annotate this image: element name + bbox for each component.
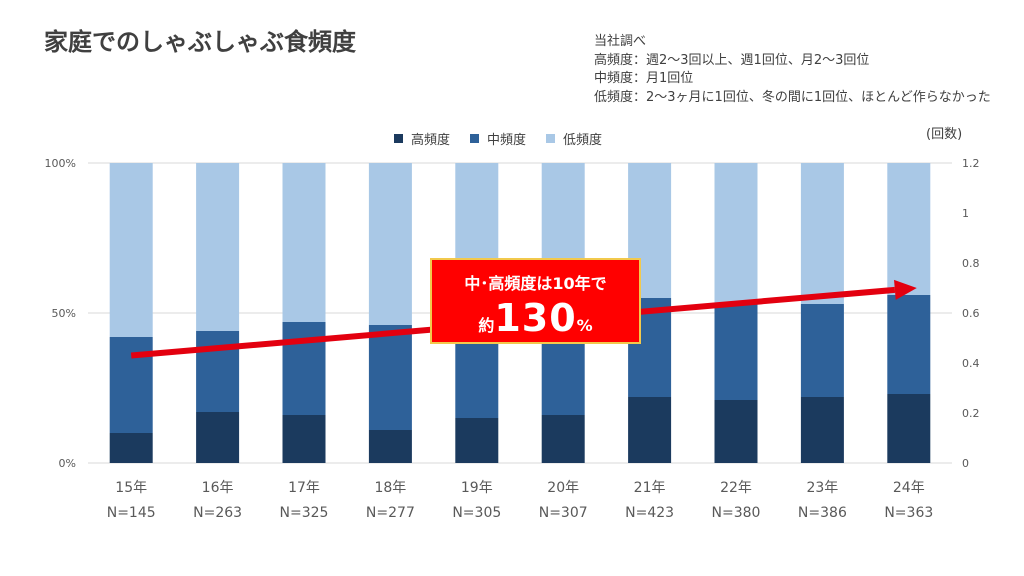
legend-swatch-high <box>394 134 403 143</box>
bar-segment-high <box>455 418 499 463</box>
bar-segment-high <box>282 415 326 463</box>
callout-suffix: % <box>576 316 593 335</box>
bar-segment-low <box>714 163 758 304</box>
bar-segment-high <box>196 412 240 463</box>
x-tick-label: 24年 <box>893 480 925 496</box>
survey-notes: 当社調べ 高頻度：週2～3回以上、週1回位、月2～3回位 中頻度：月1回位 低頻… <box>594 33 991 107</box>
bar-segment-mid <box>196 331 240 412</box>
y-left-tick-label: 100% <box>45 157 76 170</box>
legend-label-high: 高頻度 <box>411 133 451 148</box>
callout-line1: 中･高頻度は10年で <box>464 274 607 293</box>
y-right-tick-label: 0 <box>962 457 969 470</box>
bar-segment-high <box>628 397 672 463</box>
y-right-tick-label: 0.2 <box>962 407 980 420</box>
sample-size-label: N=423 <box>625 505 674 521</box>
bar-segment-low <box>282 163 326 322</box>
x-tick-label: 16年 <box>202 480 234 496</box>
bar-segment-low <box>109 163 153 337</box>
callout-number: 130 <box>494 296 577 340</box>
right-axis-unit: (回数) <box>926 127 963 142</box>
legend: 高頻度 中頻度 低頻度 <box>394 129 602 148</box>
callout-prefix: 約 <box>478 316 495 335</box>
x-tick-label: 18年 <box>374 480 406 496</box>
bar-segment-low <box>800 163 844 304</box>
sample-size-label: N=307 <box>539 505 588 521</box>
bar-segment-mid <box>368 325 412 430</box>
legend-label-mid: 中頻度 <box>487 133 527 148</box>
x-tick-label: 23年 <box>806 480 838 496</box>
sample-size-label: N=305 <box>452 505 501 521</box>
sample-size-label: N=145 <box>107 505 156 521</box>
bar-segment-high <box>887 394 931 463</box>
legend-swatch-mid <box>470 134 480 143</box>
bar-segment-high <box>714 400 758 463</box>
x-tick-label: 15年 <box>115 480 147 496</box>
x-tick-label: 21年 <box>634 480 666 496</box>
bar-segment-high <box>800 397 844 463</box>
bar-segment-high <box>109 433 153 463</box>
bar-segment-low <box>887 163 931 295</box>
y-left-tick-label: 50% <box>52 307 76 320</box>
bar-segment-mid <box>887 295 931 394</box>
legend-item-mid: 中頻度 <box>470 129 526 148</box>
trend-arrow-head <box>894 279 917 300</box>
note-line: 当社調べ <box>594 34 647 49</box>
sample-size-label: N=363 <box>884 505 933 521</box>
y-left-tick-label: 0% <box>59 457 76 470</box>
legend-swatch-low <box>546 134 556 143</box>
legend-label-low: 低頻度 <box>563 133 603 148</box>
bar-segment-low <box>196 163 240 331</box>
note-line: 高頻度：週2～3回以上、週1回位、月2～3回位 <box>594 52 870 68</box>
sample-size-label: N=277 <box>366 505 415 521</box>
bar-segment-mid <box>282 322 326 415</box>
x-tick-label: 19年 <box>461 480 493 496</box>
x-tick-label: 20年 <box>547 480 579 496</box>
y-right-tick-label: 1.2 <box>962 157 980 170</box>
chart-title: 家庭でのしゃぶしゃぶ食頻度 <box>44 28 356 56</box>
bar-segment-low <box>368 163 412 325</box>
x-tick-label: 22年 <box>720 480 752 496</box>
sample-size-label: N=263 <box>193 505 242 521</box>
note-line: 低頻度：2～3ヶ月に1回位、冬の間に1回位、ほとんど作らなかった <box>594 89 991 105</box>
x-tick-label: 17年 <box>288 480 320 496</box>
bar-segment-mid <box>714 304 758 400</box>
y-right-tick-label: 0.4 <box>962 357 980 370</box>
note-line: 中頻度：月1回位 <box>594 71 694 86</box>
callout-line2: 約130% <box>432 296 639 340</box>
y-right-tick-label: 0.8 <box>962 257 980 270</box>
growth-callout: 中･高頻度は10年で 約130% <box>430 258 641 344</box>
bar-segment-high <box>368 430 412 463</box>
y-right-tick-label: 1 <box>962 207 969 220</box>
bar-segment-high <box>541 415 585 463</box>
sample-size-label: N=325 <box>280 505 329 521</box>
sample-size-label: N=386 <box>798 505 847 521</box>
legend-item-low: 低頻度 <box>546 129 602 148</box>
legend-item-high: 高頻度 <box>394 129 450 148</box>
bar-segment-mid <box>800 304 844 397</box>
y-right-tick-label: 0.6 <box>962 307 980 320</box>
sample-size-label: N=380 <box>712 505 761 521</box>
